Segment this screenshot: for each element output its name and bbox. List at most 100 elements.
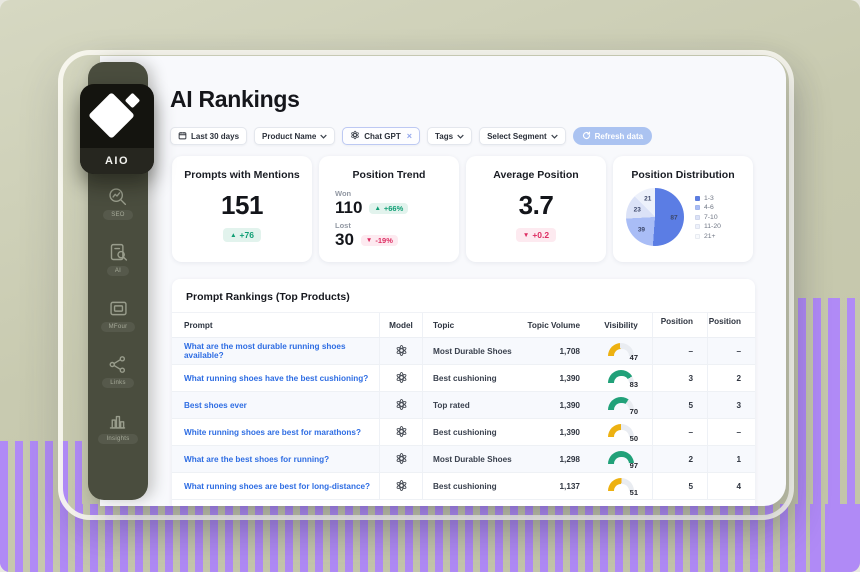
decor-bars-right — [796, 298, 860, 572]
position-cell: 5 — [652, 473, 707, 499]
prompt-rankings-table: Prompt Rankings (Top Products) Prompt Mod… — [172, 279, 755, 506]
product-name-dropdown[interactable]: Product Name — [254, 127, 336, 145]
topic-cell: Most Durable Shoes — [422, 338, 520, 364]
chevron-down-icon — [550, 132, 558, 141]
column-header-topic-volume: Topic Volume — [527, 320, 580, 330]
topic-volume-cell: 1,390 — [559, 373, 581, 383]
pie-slice-value: 87 — [670, 214, 678, 222]
stat-card-position-trend: Position Trend Won 110 ▲ +66% Lost 30 ▼ — [319, 156, 459, 262]
openai-icon — [395, 425, 408, 440]
legend-item: 7-10 — [695, 214, 721, 221]
openai-icon — [395, 479, 408, 494]
prompt-link[interactable]: What running shoes are best for long-dis… — [184, 481, 371, 491]
segment-dropdown[interactable]: Select Segment — [479, 127, 566, 145]
sidebar-item-insights[interactable]: Insights — [98, 410, 138, 466]
sidebar-item-label: SEO — [103, 210, 133, 220]
average-position-value: 3.7 — [518, 190, 554, 220]
sidebar-item-label: Links — [102, 378, 134, 388]
date-range-filter[interactable]: Last 30 days — [170, 127, 248, 145]
pie-chart — [626, 188, 684, 246]
sidebar-item-links[interactable]: Links — [102, 354, 134, 410]
doc-search-icon — [108, 242, 129, 263]
chevron-down-icon — [320, 132, 328, 141]
visibility-gauge: 97 — [608, 451, 638, 470]
legend-swatch — [695, 195, 700, 201]
logo-text: AIO — [80, 148, 154, 174]
legend-swatch — [695, 233, 700, 239]
visibility-gauge: 47 — [608, 343, 638, 362]
column-header-topic: Topic — [422, 313, 520, 337]
column-header-position: Position — [652, 313, 707, 337]
refresh-icon — [582, 131, 591, 142]
legend-item: 4-6 — [695, 204, 721, 211]
column-header-position: Position — [707, 313, 755, 337]
topic-volume-cell: 1,298 — [559, 454, 581, 464]
table-row: What running shoes have the best cushion… — [172, 365, 755, 392]
openai-icon — [395, 452, 408, 467]
prompt-link[interactable]: What are the best shoes for running? — [184, 454, 330, 464]
table-header-row: Prompt Model Topic Topic Volume Visibility Po… — [172, 312, 755, 338]
model-chip-chatgpt[interactable]: Chat GPT × — [342, 127, 420, 145]
topic-cell: Most Durable Shoes — [422, 446, 520, 472]
pie-slice-value: 39 — [637, 226, 646, 234]
aio-logo[interactable]: AIO — [80, 84, 154, 174]
position-cell: – — [652, 338, 707, 364]
position-cell: – — [652, 419, 707, 445]
position-prev-cell: 4 — [707, 473, 755, 499]
position-cell: 5 — [652, 392, 707, 418]
topic-cell: Top rated — [422, 392, 520, 418]
position-prev-cell: 2 — [707, 365, 755, 391]
tags-dropdown[interactable]: Tags — [426, 127, 473, 145]
openai-icon — [395, 344, 408, 359]
sidebar-item-mfour[interactable]: MFour — [100, 298, 136, 354]
position-prev-cell: 3 — [707, 392, 755, 418]
position-cell: 3 — [652, 365, 707, 391]
table-body: What are the most durable running shoes … — [172, 338, 755, 500]
legend-item: 11-20 — [695, 223, 721, 230]
legend-swatch — [695, 224, 700, 229]
visibility-gauge: 51 — [608, 478, 638, 497]
stat-card-position-distribution: Position Distribution 87 39 23 21 1-3 4-6 7-1… — [613, 156, 753, 262]
prompt-link[interactable]: What are the most durable running shoes … — [184, 342, 346, 360]
stat-card-average-position: Average Position 3.7 ▼ +0.2 — [466, 156, 606, 262]
legend-item: 1-3 — [695, 195, 721, 202]
legend-item: 21+ — [695, 233, 721, 240]
prompts-value: 151 — [221, 190, 263, 220]
column-header-model: Model — [379, 313, 422, 337]
position-prev-cell: – — [707, 419, 755, 445]
share-icon — [107, 354, 128, 375]
topic-volume-cell: 1,390 — [559, 427, 581, 437]
refresh-data-button[interactable]: Refresh data — [572, 127, 653, 145]
prompt-link[interactable]: What running shoes have the best cushion… — [184, 373, 369, 383]
stat-cards-row: Prompts with Mentions 151 ▲ +76 Position… — [172, 156, 753, 262]
filter-bar: Last 30 days Product Name Chat GPT × Tag… — [170, 127, 653, 145]
lost-delta-badge: ▼ -19% — [360, 234, 398, 246]
sidebar-item-seo[interactable]: SEO — [103, 186, 133, 242]
page-title: AI Rankings — [170, 86, 300, 112]
table-row: What are the most durable running shoes … — [172, 338, 755, 365]
sidebar-item-ai[interactable]: AI — [106, 242, 130, 298]
pie-slice-value: 23 — [633, 206, 641, 214]
visibility-gauge: 70 — [608, 397, 638, 416]
calendar-icon — [178, 131, 187, 142]
position-distribution-pie: 87 39 23 21 — [626, 188, 684, 246]
prompt-link[interactable]: White running shoes are best for maratho… — [184, 427, 361, 437]
topic-volume-cell: 1,708 — [559, 346, 581, 356]
table-row: What running shoes are best for long-dis… — [172, 473, 755, 500]
pie-legend: 1-3 4-6 7-10 11-20 21+ — [695, 195, 721, 240]
won-delta-badge: ▲ +66% — [369, 202, 409, 214]
topic-cell: Best cushioning — [422, 473, 520, 499]
prompt-link[interactable]: Best shoes ever — [184, 400, 247, 410]
position-cell: 2 — [652, 446, 707, 472]
sidebar-item-label: AI — [106, 266, 130, 276]
logo-diamond-small — [124, 92, 141, 109]
legend-swatch — [695, 214, 700, 220]
chip-close-icon[interactable]: × — [406, 131, 412, 141]
bar-chart-icon — [107, 410, 128, 431]
column-header-prompt: Prompt — [184, 320, 213, 330]
chevron-down-icon — [457, 132, 464, 141]
won-value: 110 — [335, 198, 363, 217]
lost-value: 30 — [335, 230, 354, 249]
sidebar-item-label: MFour — [100, 322, 136, 332]
